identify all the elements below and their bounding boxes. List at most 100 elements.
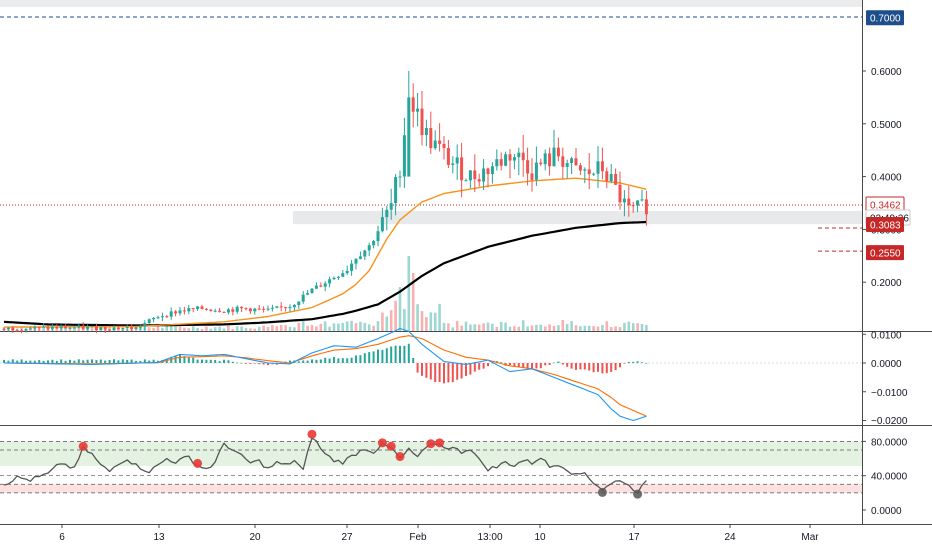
candle[interactable] — [464, 180, 468, 182]
rsi-overbought-marker[interactable] — [307, 429, 317, 439]
candle[interactable] — [297, 301, 301, 306]
candle[interactable] — [631, 205, 635, 207]
candle[interactable] — [55, 327, 59, 329]
candle[interactable] — [433, 140, 437, 149]
candle[interactable] — [143, 323, 147, 327]
macd-line[interactable] — [3, 327, 647, 422]
candle[interactable] — [490, 166, 494, 175]
candle[interactable] — [90, 326, 94, 328]
candle[interactable] — [565, 163, 569, 167]
candle[interactable] — [209, 309, 213, 311]
candle[interactable] — [204, 308, 208, 310]
candle[interactable] — [477, 179, 481, 182]
candle[interactable] — [257, 308, 261, 310]
candle[interactable] — [578, 165, 582, 171]
candle[interactable] — [341, 273, 345, 277]
candle[interactable] — [526, 160, 530, 174]
candle[interactable] — [292, 305, 296, 308]
candle[interactable] — [636, 200, 640, 206]
price-axis[interactable]: 0.20000.30000.40000.50000.60000.01000.00… — [862, 10, 911, 517]
candle[interactable] — [420, 108, 424, 136]
candle[interactable] — [200, 306, 204, 309]
candle[interactable] — [521, 152, 525, 161]
candle[interactable] — [385, 209, 389, 218]
candle[interactable] — [499, 159, 503, 166]
candle[interactable] — [389, 203, 393, 210]
candle[interactable] — [380, 217, 384, 232]
candle[interactable] — [231, 309, 235, 312]
candle[interactable] — [600, 161, 604, 172]
candle[interactable] — [50, 327, 54, 329]
candle[interactable] — [108, 329, 112, 331]
candle[interactable] — [539, 162, 543, 165]
candle[interactable] — [314, 285, 318, 289]
candle[interactable] — [614, 174, 618, 185]
candle[interactable] — [424, 128, 428, 136]
candle[interactable] — [187, 308, 191, 312]
candle[interactable] — [284, 307, 288, 309]
candle[interactable] — [350, 263, 354, 271]
candle[interactable] — [121, 328, 125, 330]
candle[interactable] — [288, 307, 292, 309]
candle[interactable] — [332, 277, 336, 280]
candle[interactable] — [24, 329, 28, 331]
candle[interactable] — [583, 169, 587, 171]
candle[interactable] — [561, 156, 565, 167]
candle[interactable] — [407, 97, 411, 177]
candle[interactable] — [552, 147, 556, 167]
price-panel[interactable] — [0, 16, 862, 334]
candle[interactable] — [534, 162, 538, 180]
support-zone[interactable] — [293, 210, 862, 225]
candle[interactable] — [574, 158, 578, 166]
candle[interactable] — [42, 326, 46, 328]
candle[interactable] — [548, 153, 552, 167]
candle[interactable] — [530, 173, 534, 180]
candle[interactable] — [446, 148, 450, 165]
candle[interactable] — [543, 153, 547, 165]
candle[interactable] — [323, 283, 327, 287]
candle[interactable] — [253, 308, 257, 312]
candle[interactable] — [587, 169, 591, 175]
candle[interactable] — [81, 325, 85, 329]
candle[interactable] — [640, 199, 644, 201]
candle[interactable] — [504, 154, 508, 166]
rsi-oversold-marker[interactable] — [597, 487, 607, 497]
candle[interactable] — [147, 319, 151, 324]
candle[interactable] — [279, 306, 283, 308]
candle[interactable] — [152, 317, 156, 320]
candle[interactable] — [367, 245, 371, 251]
candle[interactable] — [416, 108, 420, 112]
candle[interactable] — [442, 143, 446, 149]
candle[interactable] — [15, 330, 19, 332]
rsi-overbought-marker[interactable] — [435, 438, 445, 448]
candle[interactable] — [372, 241, 376, 246]
rsi-overbought-marker[interactable] — [193, 458, 203, 468]
candle[interactable] — [218, 310, 222, 312]
time-axis[interactable]: 6 13 20 27 Feb 13:00 10 17 24 Mar — [59, 524, 819, 543]
candle[interactable] — [165, 316, 169, 318]
rsi-line[interactable] — [3, 437, 647, 494]
candle[interactable] — [592, 173, 596, 175]
candle[interactable] — [438, 140, 442, 144]
candle[interactable] — [156, 317, 160, 319]
candle[interactable] — [358, 256, 362, 259]
rsi-overbought-marker[interactable] — [386, 441, 396, 451]
candle[interactable] — [363, 250, 367, 257]
candle[interactable] — [235, 306, 239, 312]
moving-average-slow[interactable] — [3, 220, 647, 327]
candle[interactable] — [160, 316, 164, 318]
price-badge-support[interactable] — [866, 245, 904, 261]
candle[interactable] — [455, 157, 459, 164]
rsi-overbought-marker[interactable] — [377, 438, 387, 448]
candle[interactable] — [103, 327, 107, 330]
candle[interactable] — [482, 168, 486, 182]
candle[interactable] — [64, 326, 68, 329]
candle[interactable] — [301, 294, 305, 302]
rsi-overbought-marker[interactable] — [426, 439, 436, 449]
candle[interactable] — [116, 327, 120, 330]
candle[interactable] — [244, 308, 248, 310]
candle[interactable] — [556, 147, 560, 157]
candle[interactable] — [28, 328, 32, 330]
candle[interactable] — [94, 326, 98, 331]
candle[interactable] — [275, 306, 279, 308]
